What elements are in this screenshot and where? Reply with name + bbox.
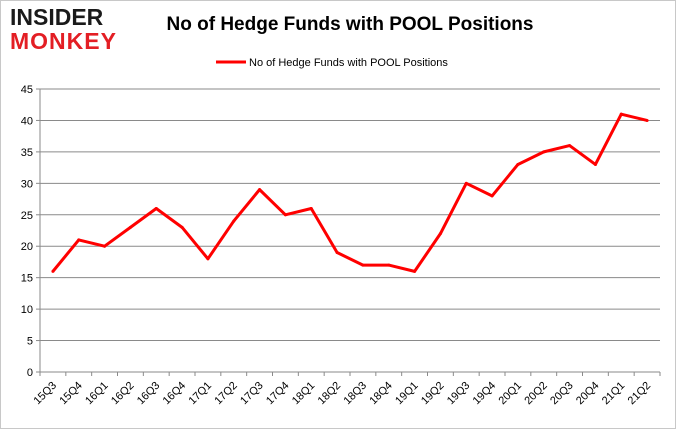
- data-point: [180, 225, 184, 229]
- y-tick-label: 45: [21, 84, 33, 96]
- series-layer: [51, 112, 649, 273]
- y-axis: 0 5 10 15 20 25 30 35 40 45: [21, 84, 41, 379]
- chart-title: No of Hedge Funds with POOL Positions: [166, 14, 534, 35]
- data-point: [128, 225, 132, 229]
- x-tick-label: 20Q1: [497, 380, 525, 408]
- y-tick-label: 40: [21, 115, 33, 127]
- x-tick-label: 16Q3: [135, 380, 163, 408]
- series-line-0: [51, 112, 648, 273]
- x-tick-label: 15Q4: [57, 380, 85, 408]
- y-tick-label: 15: [21, 273, 33, 285]
- data-point: [619, 112, 623, 116]
- x-tick-label: 17Q2: [212, 380, 240, 408]
- logo-line-2: MONKEY: [10, 28, 117, 54]
- x-tick-label: 18Q1: [290, 380, 318, 408]
- data-point: [645, 118, 649, 122]
- x-tick-label: 19Q4: [471, 380, 499, 408]
- data-point: [593, 162, 597, 166]
- data-point: [568, 144, 572, 148]
- data-point: [258, 188, 262, 192]
- y-tick-label: 35: [21, 147, 33, 159]
- data-point: [206, 257, 210, 261]
- legend: No of Hedge Funds with POOL Positions: [216, 57, 448, 69]
- insider-monkey-logo: INSIDER MONKEY: [8, 4, 128, 54]
- data-point: [413, 269, 417, 273]
- data-point: [464, 181, 468, 185]
- x-tick-label: 21Q1: [600, 380, 628, 408]
- data-point: [309, 206, 313, 210]
- x-tick-label: 15Q3: [32, 380, 60, 408]
- logo-line-1: INSIDER: [10, 4, 104, 30]
- data-point: [490, 194, 494, 198]
- data-point: [335, 251, 339, 255]
- x-tick-label: 18Q2: [316, 380, 344, 408]
- x-tick-label: 20Q2: [522, 380, 550, 408]
- data-point: [232, 219, 236, 223]
- data-point: [438, 232, 442, 236]
- y-tick-label: 25: [21, 210, 33, 222]
- x-tick-label: 18Q3: [342, 380, 370, 408]
- legend-label: No of Hedge Funds with POOL Positions: [249, 57, 448, 69]
- y-tick-label: 5: [27, 336, 33, 348]
- x-tick-label: 20Q3: [548, 380, 576, 408]
- x-tick-label: 17Q4: [264, 380, 292, 408]
- data-point: [516, 162, 520, 166]
- x-tick-label: 16Q4: [161, 380, 189, 408]
- data-point: [542, 150, 546, 154]
- x-tick-label: 18Q4: [367, 380, 395, 408]
- x-tick-label: 19Q1: [393, 380, 421, 408]
- y-tick-label: 10: [21, 304, 33, 316]
- x-tick-label: 17Q3: [238, 380, 266, 408]
- x-tick-label: 21Q2: [626, 380, 654, 408]
- x-tick-label: 17Q1: [187, 380, 215, 408]
- x-tick-label: 19Q2: [419, 380, 447, 408]
- data-point: [103, 244, 107, 248]
- data-point: [51, 269, 55, 273]
- x-axis: 15Q315Q416Q116Q216Q316Q417Q117Q217Q317Q4…: [32, 371, 661, 408]
- data-point: [77, 238, 81, 242]
- data-point: [387, 263, 391, 267]
- x-tick-label: 16Q1: [83, 380, 111, 408]
- x-tick-label: 16Q2: [109, 380, 137, 408]
- x-tick-label: 19Q3: [445, 380, 473, 408]
- data-point: [361, 263, 365, 267]
- y-tick-label: 0: [27, 367, 33, 379]
- y-tick-label: 20: [21, 241, 33, 253]
- y-tick-label: 30: [21, 178, 33, 190]
- data-point: [283, 213, 287, 217]
- x-tick-label: 20Q4: [574, 380, 602, 408]
- gridlines: [40, 88, 660, 342]
- data-point: [154, 206, 158, 210]
